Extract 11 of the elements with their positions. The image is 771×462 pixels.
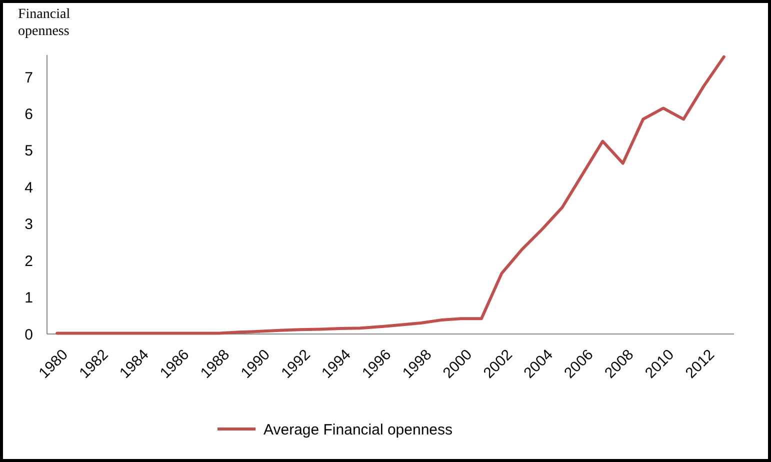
y-tick-label: 7 [24,69,33,86]
y-tick-label: 4 [24,179,33,196]
y-tick-label: 1 [24,290,33,307]
y-tick-label: 5 [24,142,33,160]
y-tick-label: 2 [24,252,33,270]
y-tick-label: 0 [24,326,33,344]
legend-label: Average Financial openness [264,421,453,438]
y-tick-label: 6 [24,106,33,123]
line-series [56,55,726,335]
y-axis-title: Financial openness [18,7,70,39]
y-tick-label: 3 [24,216,33,234]
